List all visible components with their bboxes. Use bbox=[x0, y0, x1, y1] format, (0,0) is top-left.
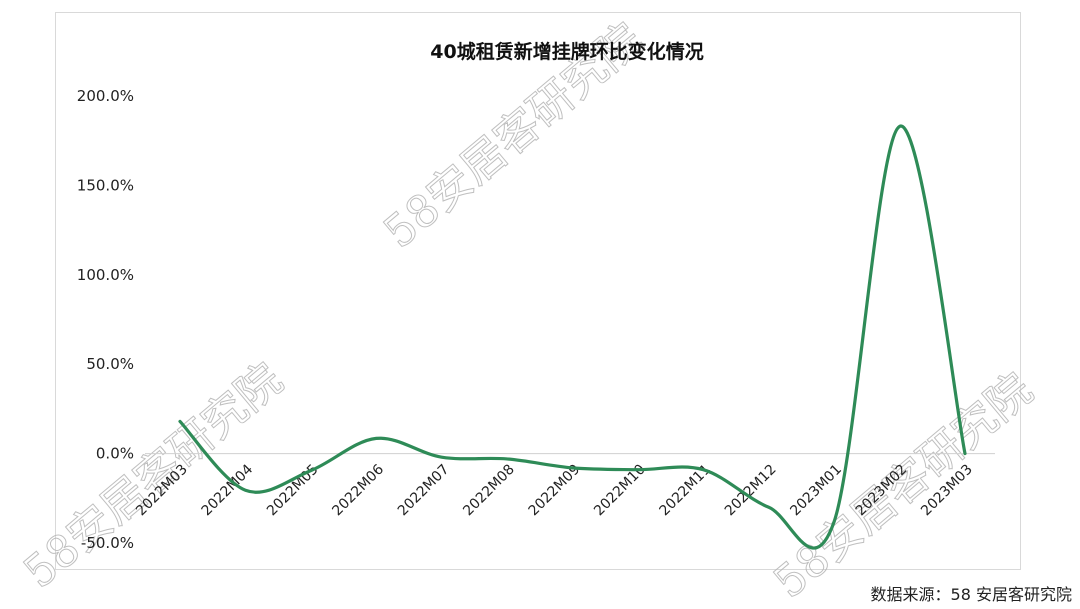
y-axis-ticks: 200.0% 150.0% 100.0% 50.0% 0.0% -50.0% bbox=[77, 87, 134, 552]
watermark-text: 58安居客研究院 bbox=[764, 364, 1042, 609]
y-tick-label: 100.0% bbox=[77, 266, 134, 284]
x-tick-label: 2022M06 bbox=[329, 461, 387, 519]
x-tick-label: 2022M08 bbox=[460, 462, 518, 520]
y-tick-label: 50.0% bbox=[86, 355, 134, 373]
y-tick-label: 200.0% bbox=[77, 87, 134, 105]
chart-title: 40城租赁新增挂牌环比变化情况 bbox=[430, 40, 703, 63]
x-tick-label: 2022M12 bbox=[722, 462, 780, 520]
x-tick-label: 2022M07 bbox=[395, 462, 453, 520]
y-tick-label: -50.0% bbox=[81, 534, 134, 552]
chart-frame bbox=[55, 12, 1021, 570]
source-note: 数据来源：58 安居客研究院 bbox=[870, 585, 1072, 604]
x-tick-label: 2022M09 bbox=[526, 462, 584, 520]
series-line bbox=[178, 124, 967, 550]
y-tick-label: 0.0% bbox=[96, 445, 134, 463]
y-tick-label: 150.0% bbox=[77, 176, 134, 194]
